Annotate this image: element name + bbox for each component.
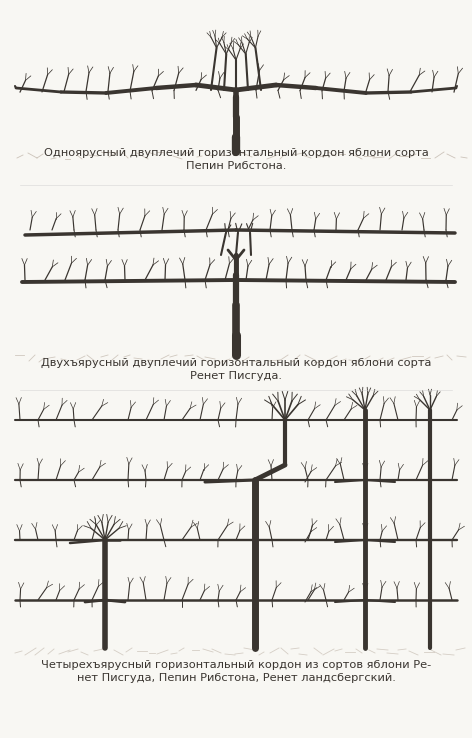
Text: Четырехъярусный горизонтальный кордон из сортов яблони Ре-: Четырехъярусный горизонтальный кордон из…: [41, 660, 431, 670]
Text: Одноярусный двуплечий горизонтальный кордон яблони сорта: Одноярусный двуплечий горизонтальный кор…: [43, 148, 429, 158]
Text: Двухъярусный двуплечий горизонтальный кордон яблони сорта: Двухъярусный двуплечий горизонтальный ко…: [41, 358, 431, 368]
Text: Пепин Рибстона.: Пепин Рибстона.: [186, 161, 286, 171]
Text: нет Писгуда, Пепин Рибстона, Ренет ландсбергский.: нет Писгуда, Пепин Рибстона, Ренет ландс…: [76, 673, 396, 683]
Text: Ренет Писгуда.: Ренет Писгуда.: [190, 371, 282, 381]
